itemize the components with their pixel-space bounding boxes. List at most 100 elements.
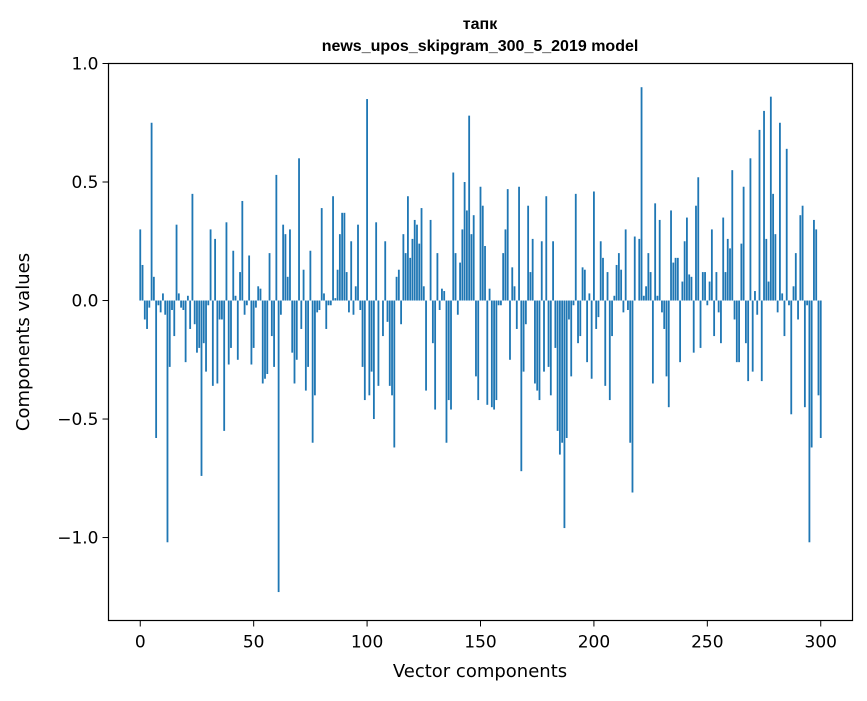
bar-51 xyxy=(255,301,257,308)
bar-10 xyxy=(162,293,164,300)
bar-42 xyxy=(235,296,237,301)
x-tick-label: 100 xyxy=(351,633,383,653)
bar-14 xyxy=(171,301,173,310)
bar-227 xyxy=(654,203,656,300)
bar-67 xyxy=(291,301,293,353)
bar-110 xyxy=(389,301,391,386)
bar-284 xyxy=(784,301,786,337)
bar-276 xyxy=(765,239,767,301)
bar-176 xyxy=(539,301,541,401)
bar-48 xyxy=(248,255,250,300)
bar-43 xyxy=(237,301,239,360)
bar-129 xyxy=(432,301,434,344)
bars-group xyxy=(139,87,821,592)
bar-151 xyxy=(482,206,484,301)
bar-282 xyxy=(779,123,781,301)
bar-3 xyxy=(146,301,148,329)
bar-128 xyxy=(430,220,432,301)
bar-47 xyxy=(246,301,248,306)
bar-221 xyxy=(641,87,643,300)
bar-159 xyxy=(500,301,502,306)
bar-36 xyxy=(221,301,223,320)
bar-111 xyxy=(391,301,393,396)
bar-224 xyxy=(647,253,649,300)
bar-68 xyxy=(294,301,296,384)
bar-234 xyxy=(670,210,672,300)
bar-98 xyxy=(362,301,364,367)
bar-134 xyxy=(443,291,445,300)
bar-235 xyxy=(672,263,674,301)
bar-49 xyxy=(251,301,253,365)
bar-203 xyxy=(600,241,602,300)
bar-13 xyxy=(169,301,171,367)
bar-117 xyxy=(405,253,407,300)
bar-37 xyxy=(223,301,225,431)
bar-73 xyxy=(305,301,307,391)
bar-31 xyxy=(210,229,212,300)
bar-11 xyxy=(164,301,166,315)
bar-96 xyxy=(357,225,359,301)
bar-93 xyxy=(350,241,352,300)
bar-132 xyxy=(439,301,441,310)
bar-152 xyxy=(484,246,486,301)
bar-231 xyxy=(663,301,665,329)
bar-103 xyxy=(373,301,375,420)
bar-100 xyxy=(366,99,368,300)
bar-209 xyxy=(613,296,615,301)
bar-65 xyxy=(287,277,289,301)
bar-9 xyxy=(160,301,162,313)
bar-131 xyxy=(437,253,439,300)
y-axis-label: Components values xyxy=(13,253,34,431)
chart-title-line1: тапк xyxy=(463,16,498,33)
y-tick-label: 0.5 xyxy=(71,173,98,193)
bar-20 xyxy=(185,301,187,363)
bar-204 xyxy=(602,258,604,301)
bar-283 xyxy=(781,293,783,300)
bar-107 xyxy=(382,301,384,337)
bar-245 xyxy=(695,206,697,301)
bar-247 xyxy=(700,301,702,348)
bar-149 xyxy=(477,301,479,401)
bar-211 xyxy=(618,253,620,300)
bar-195 xyxy=(582,267,584,300)
bar-183 xyxy=(554,301,556,348)
bar-66 xyxy=(289,229,291,300)
bar-229 xyxy=(659,220,661,301)
bar-133 xyxy=(441,289,443,301)
bar-266 xyxy=(743,187,745,301)
bar-63 xyxy=(282,225,284,301)
bar-189 xyxy=(568,301,570,320)
bar-162 xyxy=(507,189,509,300)
bar-264 xyxy=(738,301,740,363)
bar-291 xyxy=(799,215,801,300)
bar-113 xyxy=(396,277,398,301)
bar-165 xyxy=(514,286,516,300)
bar-239 xyxy=(681,282,683,301)
bar-180 xyxy=(548,301,550,367)
bar-286 xyxy=(788,301,790,306)
bar-223 xyxy=(645,286,647,300)
bar-145 xyxy=(468,116,470,301)
bar-197 xyxy=(586,301,588,363)
bar-166 xyxy=(516,301,518,329)
bar-288 xyxy=(793,286,795,300)
bar-57 xyxy=(269,253,271,300)
bar-232 xyxy=(666,301,668,377)
bar-28 xyxy=(203,301,205,344)
bar-62 xyxy=(280,301,282,315)
bar-263 xyxy=(736,301,738,363)
bar-174 xyxy=(534,301,536,384)
bar-155 xyxy=(491,301,493,408)
bar-164 xyxy=(511,267,513,300)
bar-35 xyxy=(219,301,221,320)
bar-158 xyxy=(498,301,500,306)
bar-148 xyxy=(475,301,477,377)
bar-208 xyxy=(611,301,613,337)
bar-74 xyxy=(307,301,309,367)
x-tick-label: 250 xyxy=(691,633,723,653)
bar-144 xyxy=(466,210,468,300)
bar-240 xyxy=(684,241,686,300)
bar-92 xyxy=(348,301,350,313)
bar-95 xyxy=(355,286,357,300)
bar-297 xyxy=(813,220,815,301)
